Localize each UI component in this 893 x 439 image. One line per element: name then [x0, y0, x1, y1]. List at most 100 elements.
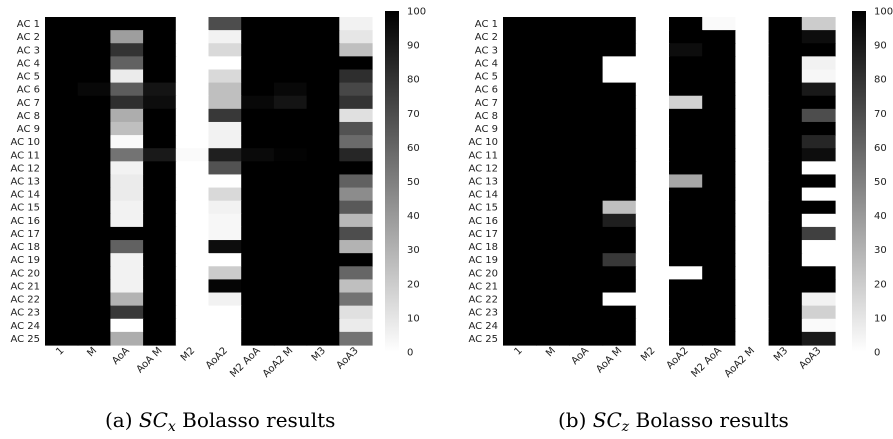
- heatmap-cell: [175, 69, 210, 84]
- heatmap-cell: [569, 17, 604, 31]
- heatmap-cell: [208, 213, 242, 228]
- heatmap-cell: [801, 121, 836, 136]
- row-label: AC 15: [468, 203, 498, 214]
- heatmap-cell: [77, 226, 111, 241]
- heatmap-cell: [735, 69, 770, 84]
- heatmap-cell: [339, 161, 373, 176]
- heatmap-cell: [702, 17, 736, 31]
- colorbar-tick-label: 20: [407, 279, 420, 290]
- row-label: AC 7: [475, 98, 498, 109]
- row-label: AC 20: [468, 268, 498, 279]
- heatmap-cells: [45, 17, 373, 346]
- heatmap-cell: [208, 148, 242, 162]
- heatmap-cell: [339, 69, 373, 84]
- heatmap-cell: [669, 43, 703, 57]
- heatmap-cell: [536, 213, 570, 228]
- heatmap-cell: [339, 108, 373, 123]
- column-label: M2 AoA: [228, 345, 263, 380]
- heatmap-cell: [569, 305, 604, 320]
- row-label: AC 23: [468, 308, 498, 319]
- heatmap-panel-a: AC 1 AC 2 AC 3 AC 4 AC 5 AC 6 AC 7 AC 8 AC 9 AC 1…: [0, 0, 440, 439]
- heatmap-cell: [45, 174, 79, 189]
- heatmap-cell: [339, 266, 373, 280]
- heatmap-cell: [77, 305, 111, 320]
- caption-a-symbol: SC: [138, 408, 168, 432]
- heatmap-cell: [768, 318, 803, 333]
- heatmap-cell: [635, 279, 670, 294]
- heatmap-cell: [569, 43, 604, 57]
- heatmap-cell: [241, 213, 275, 228]
- heatmap-cell: [669, 69, 703, 84]
- heatmap-cell: [569, 161, 604, 176]
- heatmap-cell: [669, 82, 703, 97]
- heatmap-cell: [801, 279, 836, 294]
- heatmap-cell: [110, 121, 144, 136]
- heatmap-cell: [143, 161, 177, 176]
- heatmap-cell: [669, 240, 703, 254]
- colorbar-tick-label: 90: [874, 41, 887, 52]
- heatmap-cell: [801, 30, 836, 44]
- column-label: M2: [639, 345, 657, 363]
- heatmap-cell: [503, 318, 537, 333]
- heatmap-cell: [801, 43, 836, 57]
- heatmap-cell: [602, 56, 637, 71]
- heatmap-cell: [175, 174, 210, 189]
- row-label: AC 11: [468, 150, 498, 161]
- heatmap-cell: [801, 82, 836, 97]
- heatmap-cell: [175, 213, 210, 228]
- heatmap-cell: [175, 161, 210, 176]
- heatmap-cell: [273, 108, 308, 123]
- heatmap-cell: [143, 148, 177, 162]
- heatmap-cell: [306, 253, 340, 267]
- heatmap-cell: [110, 292, 144, 307]
- heatmap-cell: [45, 108, 79, 123]
- heatmap-cell: [339, 331, 373, 346]
- heatmap-cell: [801, 187, 836, 202]
- heatmap-cell: [735, 226, 770, 241]
- row-label: AC 24: [468, 321, 498, 332]
- heatmap-cell: [273, 95, 308, 110]
- heatmap-cell: [208, 318, 242, 333]
- heatmap-cell: [45, 266, 79, 280]
- row-label: AC 22: [10, 295, 40, 306]
- heatmap-cell: [702, 226, 736, 241]
- heatmap-cell: [143, 213, 177, 228]
- heatmap-cell: [635, 266, 670, 280]
- heatmap-cell: [208, 200, 242, 215]
- heatmap-cell: [602, 148, 637, 162]
- heatmap-cell: [339, 56, 373, 71]
- heatmap-cell: [602, 121, 637, 136]
- heatmap-cell: [339, 30, 373, 44]
- heatmap-cell: [602, 331, 637, 346]
- heatmap-cell: [77, 148, 111, 162]
- caption-b-prefix: (b): [558, 408, 593, 432]
- heatmap-cell: [702, 305, 736, 320]
- heatmap-cell: [45, 161, 79, 176]
- heatmap-cell: [768, 17, 803, 31]
- heatmap-cell: [77, 69, 111, 84]
- heatmap-cell: [503, 305, 537, 320]
- heatmap-cell: [602, 95, 637, 110]
- heatmap-cell: [45, 213, 79, 228]
- heatmap-cell: [768, 253, 803, 267]
- heatmap-cell: [45, 305, 79, 320]
- heatmap-cell: [635, 240, 670, 254]
- heatmap-cell: [602, 318, 637, 333]
- heatmap-cell: [635, 148, 670, 162]
- heatmap-cell: [801, 213, 836, 228]
- heatmap-cell: [175, 226, 210, 241]
- heatmap-cell: [273, 187, 308, 202]
- heatmap-cell: [110, 187, 144, 202]
- column-label: AoA M: [135, 345, 165, 375]
- row-label: AC 12: [468, 163, 498, 174]
- heatmap-cell: [702, 161, 736, 176]
- heatmap-cell: [735, 266, 770, 280]
- row-label: AC 18: [468, 242, 498, 253]
- heatmap-cell: [143, 200, 177, 215]
- heatmap-cell: [143, 69, 177, 84]
- heatmap-cell: [503, 56, 537, 71]
- heatmap-cell: [339, 292, 373, 307]
- heatmap-cell: [241, 292, 275, 307]
- colorbar-tick-label: 100: [874, 7, 893, 18]
- heatmap-cell: [635, 253, 670, 267]
